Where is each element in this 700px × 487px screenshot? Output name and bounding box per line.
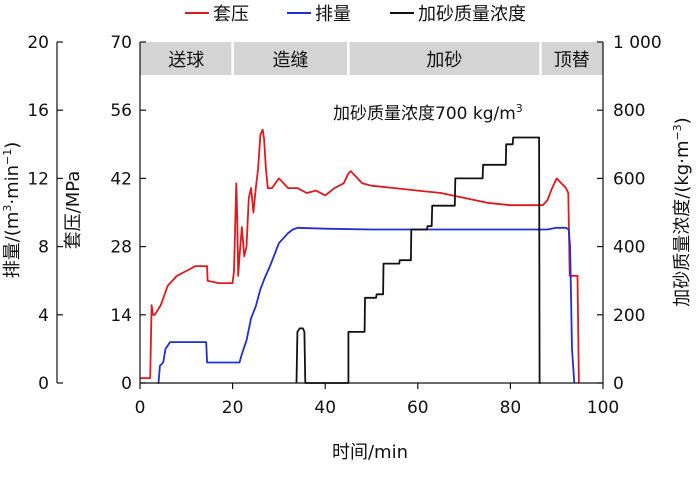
- pressure-axis-tick-label: 70: [110, 33, 132, 53]
- pressure-axis-tick-label: 0: [121, 374, 132, 394]
- rate-axis-tick-label: 20: [27, 33, 49, 53]
- concentration-axis-title: 加砂质量浓度/(kg·m−3): [671, 117, 693, 306]
- legend-label-3: 加砂质量浓度: [418, 4, 526, 25]
- concentration-axis-tick-label: 600: [613, 169, 645, 189]
- stage-bar-background: [140, 42, 603, 75]
- series-line-3: [295, 136, 541, 384]
- rate-axis-tick-label: 4: [38, 306, 49, 326]
- legend: 套压 排量 加砂质量浓度: [185, 4, 526, 25]
- legend-label-1: 套压: [213, 4, 249, 25]
- x-tick-label: 40: [314, 398, 336, 418]
- pressure-axis-title: 套压/MPa: [63, 171, 84, 250]
- series-line-1: [140, 128, 580, 384]
- x-tick-label: 60: [407, 398, 429, 418]
- plot-area: [140, 128, 580, 384]
- concentration-annotation: 加砂质量浓度700 kg/m3: [333, 102, 523, 124]
- pressure-axis-tick-label: 14: [110, 306, 132, 326]
- stage-label-4: 顶替: [554, 50, 590, 71]
- rate-axis-title: 排量/(m3·min−1): [1, 142, 23, 279]
- axes: 0 20 40 60 80 1000481216200142842567002004006…: [27, 33, 661, 418]
- stage-label-3: 加砂: [426, 50, 462, 71]
- concentration-axis-tick-label: 400: [613, 238, 645, 258]
- rate-axis-tick-label: 0: [38, 374, 49, 394]
- x-tick-label: 0: [135, 398, 146, 418]
- pressure-axis-tick-label: 28: [110, 238, 132, 258]
- rate-axis-tick-label: 8: [38, 238, 49, 258]
- stage-label-1: 送球: [168, 50, 204, 71]
- legend-label-2: 排量: [315, 4, 351, 25]
- concentration-axis-tick-label: 200: [613, 306, 645, 326]
- x-tick-label: 20: [222, 398, 244, 418]
- concentration-axis-tick-label: 0: [613, 374, 624, 394]
- stage-label-2: 造缝: [272, 50, 308, 71]
- series-line-2: [157, 226, 576, 384]
- pressure-axis-tick-label: 56: [110, 101, 132, 121]
- concentration-axis-tick-label: 800: [613, 101, 645, 121]
- concentration-axis-tick-label: 1 000: [613, 33, 662, 53]
- x-tick-label: 100: [587, 398, 619, 418]
- pressure-axis-tick-label: 42: [110, 169, 132, 189]
- x-axis-title: 时间/min: [332, 442, 408, 463]
- stage-bar: 送球 造缝 加砂 顶替: [140, 42, 603, 75]
- rate-axis-tick-label: 12: [27, 169, 49, 189]
- x-tick-label: 80: [500, 398, 522, 418]
- rate-axis-tick-label: 16: [27, 101, 49, 121]
